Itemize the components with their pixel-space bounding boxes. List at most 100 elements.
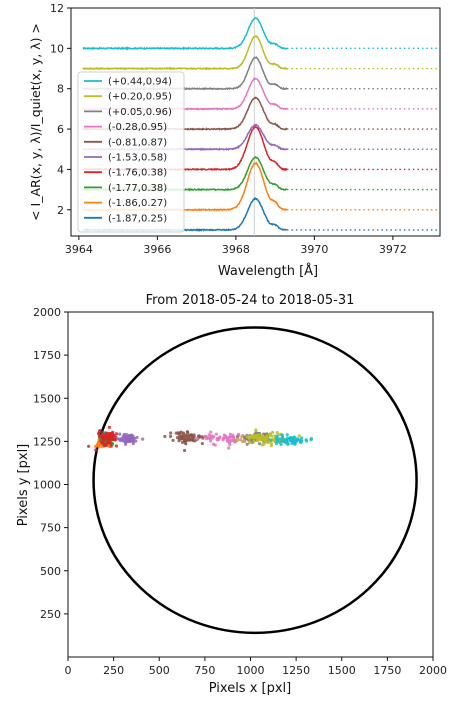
scatter-point: [168, 434, 173, 438]
scatter-point: [111, 432, 115, 437]
positions-title: From 2018-05-24 to 2018-05-31: [146, 293, 355, 308]
spectra-panel: 3964 3966 3968 3970 3972 2 4 6 8 10 12 Wavelength…: [28, 2, 441, 279]
scatter-point: [105, 432, 109, 436]
y-tick-label: 2000: [33, 306, 61, 319]
scatter-point: [255, 438, 260, 443]
scatter-point: [191, 438, 195, 443]
x-tick-label: 0: [65, 664, 72, 677]
y-tick-label: 750: [40, 522, 61, 535]
scatter-point: [221, 438, 225, 442]
scatter-point: [257, 442, 262, 446]
x-tick-label: 1750: [373, 664, 401, 677]
spectra-axes-frame: [70, 7, 441, 237]
scatter-point: [245, 442, 249, 446]
legend-label: (-1.53,0.58): [108, 153, 167, 164]
scatter-point: [304, 439, 309, 443]
scatter-point: [208, 436, 212, 440]
scatter-point: [174, 431, 178, 435]
scatter-point: [226, 437, 230, 441]
scatter-point: [248, 440, 252, 444]
scatter-point: [186, 430, 190, 434]
x-tick-label: 3966: [143, 243, 171, 256]
legend-label: (-1.77,0.38): [108, 183, 167, 194]
legend-label: (+0.05,0.96): [108, 107, 172, 118]
scatter-point: [107, 439, 111, 443]
scatter-point: [107, 425, 111, 429]
baseline-guides: [286, 47, 440, 231]
scatter-point: [109, 444, 113, 448]
scatter-point: [249, 434, 253, 438]
scatter-point: [105, 441, 110, 445]
scatter-point: [259, 438, 263, 442]
scatter-point: [114, 432, 119, 436]
scatter-point: [280, 433, 284, 437]
legend-label: (+0.20,0.95): [108, 92, 172, 103]
spectra-x-ticks: 3964 3966 3968 3970 3972: [65, 236, 407, 256]
legend-label: (+0.44,0.94): [108, 77, 172, 88]
scatter-point: [214, 432, 218, 436]
scatter-point: [268, 432, 272, 436]
scatter-point: [275, 439, 280, 443]
scatter-point: [209, 430, 213, 434]
legend-label: (-1.76,0.38): [108, 168, 167, 179]
scatter-point: [186, 438, 190, 442]
spectra-y-ticks: 2 4 6 8 10 12: [50, 2, 71, 217]
scatter-point: [228, 438, 233, 443]
scatter-point: [269, 441, 273, 446]
scatter-point: [108, 441, 112, 446]
scatter-point: [272, 438, 276, 443]
solar-limb-circle: [92, 326, 418, 635]
scatter-point: [262, 442, 266, 447]
x-tick-label: 3968: [222, 243, 250, 256]
scatter-point: [111, 437, 116, 441]
scatter-point: [233, 439, 237, 444]
scatter-point: [132, 436, 136, 440]
x-tick-label: 1250: [282, 664, 310, 677]
scatter-point: [241, 439, 245, 444]
y-tick-label: 1500: [33, 392, 61, 405]
scatter-point: [200, 435, 204, 439]
scatter-point: [122, 436, 126, 440]
scatter-point: [135, 435, 139, 440]
y-tick-label: 1250: [33, 435, 61, 448]
scatter-point: [227, 446, 231, 450]
scatter-point: [245, 435, 249, 439]
scatter-point: [192, 433, 196, 437]
scatter-point: [265, 436, 269, 441]
scatter-point: [188, 438, 193, 442]
y-tick-label: 4: [57, 163, 64, 176]
positions-y-axis-label: Pixels y [pxl]: [16, 444, 31, 527]
scatter-point: [209, 439, 213, 443]
scatter-points: [87, 425, 314, 453]
y-tick-label: 1750: [33, 349, 61, 362]
scatter-point: [288, 437, 292, 441]
scatter-point: [177, 439, 181, 443]
x-tick-label: 1000: [237, 664, 265, 677]
scatter-point: [141, 437, 145, 441]
scatter-point: [285, 433, 289, 437]
positions-axes-frame: [67, 311, 434, 658]
y-tick-label: 10: [50, 42, 64, 55]
scatter-point: [134, 439, 138, 443]
scatter-point: [103, 435, 108, 439]
scatter-point: [182, 448, 187, 453]
scatter-point: [236, 435, 240, 439]
scatter-point: [94, 448, 98, 452]
scatter-point: [269, 444, 274, 448]
scatter-point: [197, 434, 201, 438]
scatter-point: [106, 435, 110, 439]
x-tick-label: 3970: [300, 243, 328, 256]
legend-box: [77, 71, 185, 233]
scatter-point: [296, 437, 300, 442]
spectra-x-axis-label: Wavelength [Å]: [218, 263, 318, 279]
x-tick-label: 1500: [328, 664, 356, 677]
y-tick-label: 12: [50, 2, 64, 15]
positions-x-axis-label: Pixels x [pxl]: [209, 681, 292, 696]
positions-x-ticks: 0 250 500 750 1000 1250 1500 1750 2000: [65, 657, 447, 677]
scatter-point: [222, 433, 226, 437]
scatter-point: [309, 437, 314, 441]
x-tick-label: 3972: [379, 243, 407, 256]
x-tick-label: 500: [149, 664, 170, 677]
scatter-point: [247, 436, 252, 441]
scatter-point: [297, 434, 301, 438]
